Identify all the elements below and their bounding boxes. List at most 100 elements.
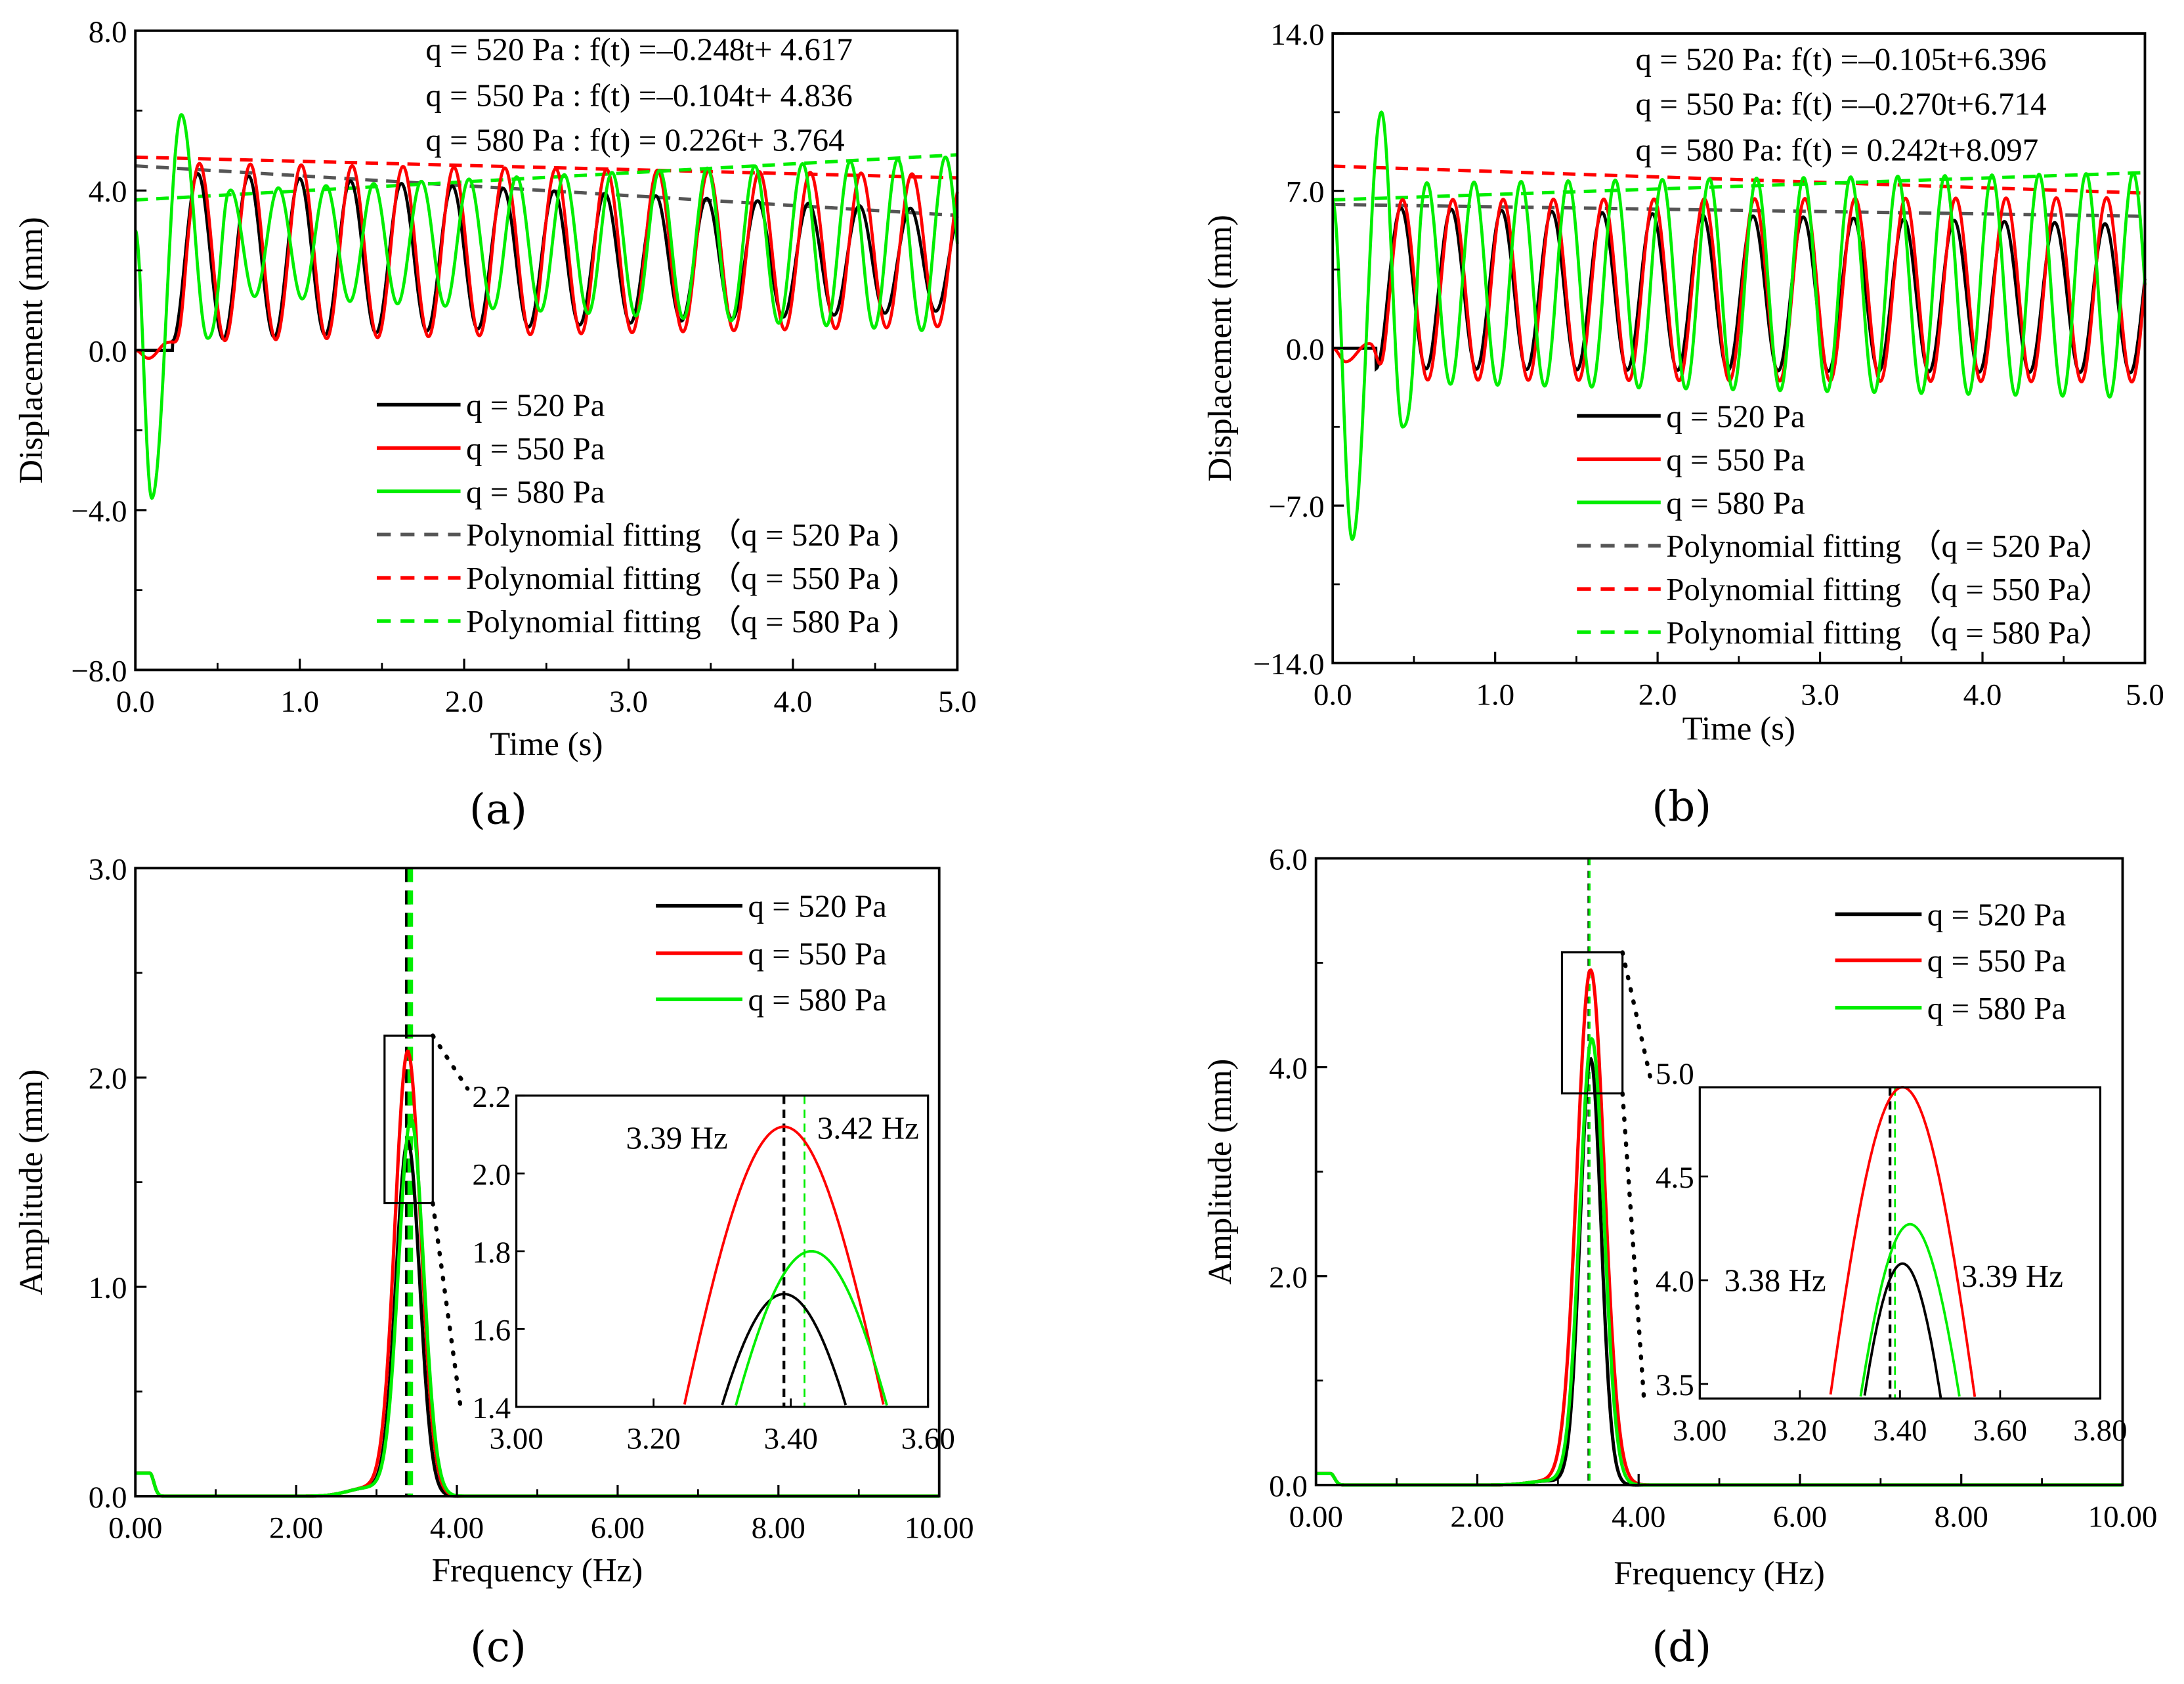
inset-x-tick-label: 3.40 (1873, 1414, 1927, 1448)
fit-line-2 (1333, 171, 2145, 202)
x-tick-label: 8.00 (752, 1511, 805, 1545)
inset-y-tick-label: 1.8 (472, 1236, 511, 1270)
panel-caption: (b) (1652, 783, 1711, 831)
x-tick-label: 2.0 (1638, 678, 1677, 712)
x-axis-label: Frequency (Hz) (432, 1553, 643, 1589)
inset-chart: 3.00 3.20 3.40 3.60 1.4 1.6 1.8 2.0 2.2 3.39 Hz 3.… (472, 1080, 954, 1456)
inset-x-tick-label: 3.80 (2073, 1414, 2127, 1448)
plot-area (1331, 110, 2147, 542)
panel-c: 3.00 3.20 3.40 3.60 1.4 1.6 1.8 2.0 2.2 3.39 Hz 3.… (13, 852, 974, 1672)
x-tick-label: 5.0 (938, 685, 977, 719)
y-tick-label: 0.0 (1286, 332, 1325, 366)
x-tick-label: 8.00 (1935, 1500, 1988, 1534)
y-tick-label: 4.0 (89, 175, 127, 209)
inset-x-tick-label: 3.60 (1973, 1414, 2027, 1448)
x-tick-label: 2.00 (269, 1511, 323, 1545)
legend-entry: q = 520 Pa (748, 888, 888, 924)
fit-equation: q = 550 Pa: f(t) =–0.270t+6.714 (1636, 85, 2047, 121)
legend-entry: q = 580 Pa (1666, 485, 1805, 521)
y-tick-label: 2.0 (1269, 1261, 1308, 1295)
inset-y-tick-label: 4.5 (1656, 1161, 1694, 1195)
inset-y-tick-label: 5.0 (1656, 1057, 1694, 1091)
peak-frequency-annotation: 3.39 Hz (1961, 1258, 2063, 1294)
legend-entry: q = 520 Pa (466, 387, 605, 423)
x-tick-label: 4.00 (1612, 1500, 1665, 1534)
y-axis-label: Amplitude (mm) (1202, 1059, 1239, 1285)
fit-line-2 (135, 153, 958, 202)
fit-equation: q = 580 Pa : f(t) = 0.226t+ 3.764 (425, 122, 844, 158)
zoom-box (1560, 951, 1624, 1094)
x-tick-label: 0.0 (116, 685, 155, 719)
inset-x-tick-label: 3.20 (1773, 1414, 1827, 1448)
inset-spectrum-line-0 (1863, 1262, 1942, 1398)
x-tick-label: 2.00 (1450, 1500, 1504, 1534)
x-tick-label: 10.00 (905, 1511, 974, 1545)
y-tick-label: 6.0 (1269, 842, 1308, 876)
x-tick-label: 4.0 (1963, 678, 2002, 712)
legend-entry: q = 520 Pa (1666, 399, 1805, 435)
fit-equation: q = 550 Pa : f(t) =–0.104t+ 4.836 (425, 77, 852, 114)
y-tick-label: 14.0 (1270, 18, 1324, 52)
inset-x-tick-label: 3.60 (901, 1422, 955, 1456)
inset-background (1700, 1087, 2101, 1399)
fit-equation: q = 520 Pa: f(t) =–0.105t+6.396 (1636, 41, 2047, 77)
y-tick-label: 3.0 (89, 852, 127, 886)
y-tick-label: 0.0 (89, 335, 127, 369)
x-axis-label: Time (s) (1682, 711, 1795, 748)
y-tick-label: 8.0 (89, 15, 127, 49)
x-tick-label: 0.00 (1289, 1500, 1343, 1534)
x-tick-label: 4.0 (774, 685, 813, 719)
panel-caption: (d) (1652, 1623, 1711, 1672)
fit-line-1 (135, 155, 958, 180)
legend-entry: Polynomial fitting （q = 580 Pa） (1666, 615, 2112, 651)
inset-y-tick-label: 1.4 (472, 1391, 511, 1425)
legend-entry: q = 580 Pa (1927, 990, 2066, 1026)
inset-y-tick-label: 1.6 (472, 1313, 511, 1347)
legend-entry: q = 520 Pa (1927, 897, 2066, 933)
y-tick-label: 4.0 (1269, 1052, 1308, 1086)
y-tick-label: 0.0 (89, 1480, 127, 1515)
zoom-connector-top (1620, 950, 1654, 1083)
inset-spectrum-line-1 (683, 1125, 885, 1405)
legend-entry: q = 580 Pa (748, 982, 888, 1018)
panel-d: 3.00 3.20 3.40 3.60 3.80 3.5 4.0 4.5 5.0 3.38 Hz 3… (1202, 842, 2157, 1671)
y-tick-label: 7.0 (1286, 175, 1325, 209)
fit-equation: q = 520 Pa : f(t) =–0.248t+ 4.617 (425, 31, 852, 67)
legend-entry: q = 550 Pa (1927, 943, 2066, 979)
legend-entry: Polynomial fitting （q = 520 Pa） (1666, 528, 2112, 564)
inset-chart: 3.00 3.20 3.40 3.60 3.80 3.5 4.0 4.5 5.0 3.38 Hz 3… (1656, 1057, 2127, 1448)
x-tick-label: 1.0 (280, 685, 319, 719)
zoom-connector-bottom (1620, 1091, 1646, 1401)
inset-y-tick-label: 2.2 (472, 1080, 511, 1114)
x-tick-label: 2.0 (445, 685, 484, 719)
legend-entry: q = 550 Pa (1666, 441, 1805, 477)
series-line-1 (135, 162, 959, 360)
inset-spectrum-line-2 (735, 1249, 888, 1406)
y-tick-label: −14.0 (1253, 647, 1325, 681)
peak-frequency-annotation: 3.39 Hz (626, 1120, 728, 1156)
x-tick-label: 6.00 (1773, 1500, 1827, 1534)
legend-entry: Polynomial fitting （q = 550 Pa ) (466, 560, 899, 596)
y-tick-label: 1.0 (89, 1271, 127, 1305)
x-tick-label: 3.0 (609, 685, 648, 719)
inset-y-tick-label: 2.0 (472, 1157, 511, 1192)
inset-spectrum-line-2 (1859, 1222, 1961, 1397)
zoom-connector-top (431, 1033, 470, 1091)
legend: q = 520 Pa q = 550 Pa q = 580 Pa (1835, 897, 2066, 1026)
inset-y-tick-label: 4.0 (1656, 1264, 1694, 1299)
inset-x-tick-label: 3.20 (626, 1422, 680, 1456)
peak-frequency-annotation: 3.38 Hz (1724, 1262, 1826, 1298)
inset-y-tick-label: 3.5 (1656, 1368, 1694, 1402)
legend: q = 520 Pa q = 550 Pa q = 580 Pa (656, 888, 887, 1018)
y-tick-label: −4.0 (71, 494, 127, 529)
legend: q = 520 Pa q = 550 Pa q = 580 Pa Polynomial… (1577, 399, 2112, 651)
series-line-2 (134, 113, 959, 500)
peak-frequency-annotation: 3.42 Hz (817, 1110, 919, 1146)
fit-line-0 (135, 164, 958, 217)
fit-equation: q = 580 Pa: f(t) = 0.242t+8.097 (1636, 132, 2039, 168)
panel-caption: (a) (469, 785, 527, 834)
legend-entry: Polynomial fitting （q = 520 Pa ) (466, 517, 899, 553)
y-axis-label: Amplitude (mm) (13, 1069, 50, 1295)
x-tick-label: 3.0 (1801, 678, 1839, 712)
